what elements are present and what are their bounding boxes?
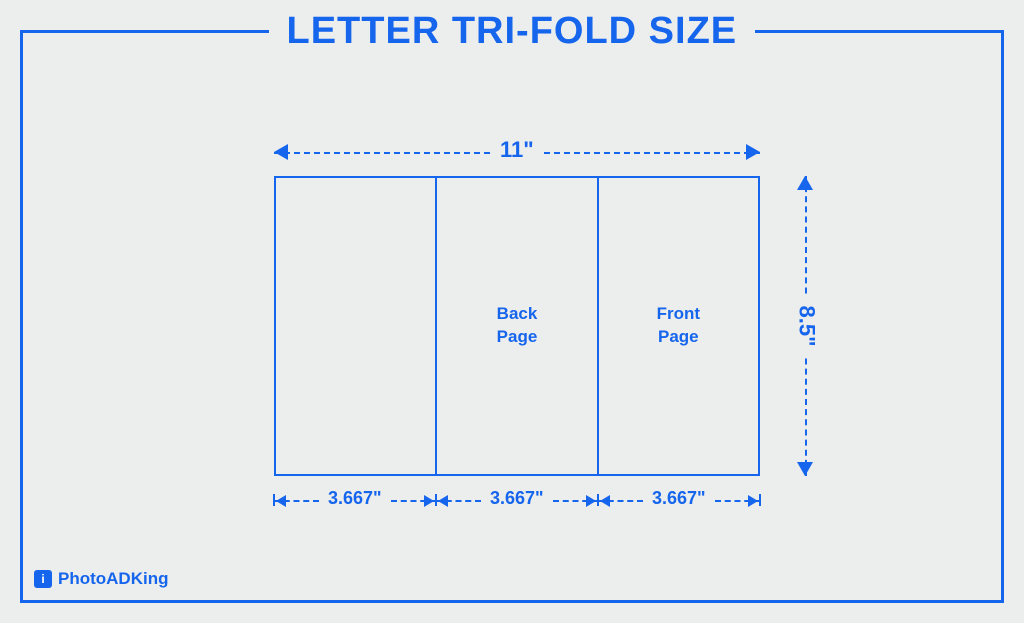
panel-2: BackPage xyxy=(435,178,596,474)
trifold-panels: BackPage FrontPage xyxy=(274,176,760,476)
panel-1 xyxy=(276,178,435,474)
panel-2-label: BackPage xyxy=(497,303,538,349)
bottom-segment-label: 3.667" xyxy=(322,488,388,509)
arrow-down-icon xyxy=(797,462,813,476)
page-title: LETTER TRI-FOLD SIZE xyxy=(269,10,756,53)
width-dimension-label: 11" xyxy=(494,137,540,163)
bottom-segment-label: 3.667" xyxy=(484,488,550,509)
arrow-right-icon xyxy=(748,495,758,507)
arrow-left-icon xyxy=(274,144,288,160)
bottom-segment-label: 3.667" xyxy=(646,488,712,509)
arrow-right-icon xyxy=(746,144,760,160)
brand-text: PhotoADKing xyxy=(58,569,168,589)
arrow-right-icon xyxy=(424,495,434,507)
height-dimension-label: 8.5" xyxy=(793,297,819,354)
arrow-left-icon xyxy=(438,495,448,507)
brand-icon: i xyxy=(34,570,52,588)
arrow-up-icon xyxy=(797,176,813,190)
panel-3-label: FrontPage xyxy=(657,303,700,349)
arrow-left-icon xyxy=(600,495,610,507)
brand-watermark: i PhotoADKing xyxy=(34,569,168,589)
arrow-left-icon xyxy=(276,495,286,507)
panel-3: FrontPage xyxy=(597,178,758,474)
arrow-right-icon xyxy=(586,495,596,507)
